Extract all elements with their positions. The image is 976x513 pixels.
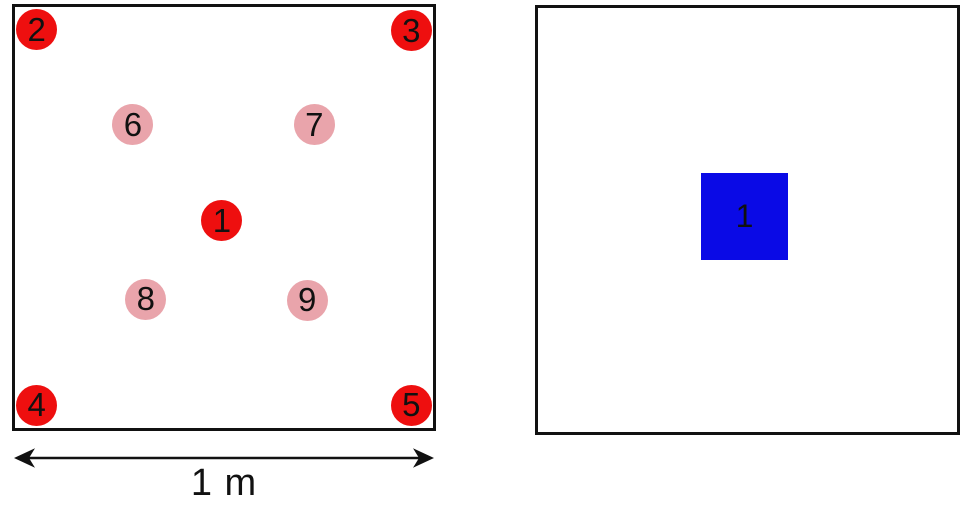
point-marker-7: 7	[293, 104, 335, 146]
right-square-boundary: 1	[535, 5, 960, 435]
point-marker-2: 2	[16, 9, 58, 51]
point-marker-3: 3	[390, 10, 432, 52]
point-marker-8: 8	[125, 278, 167, 320]
scale-label: 1 m	[190, 462, 258, 504]
scale-double-arrow-icon	[14, 448, 434, 468]
point-marker-6: 6	[112, 104, 154, 146]
right-arrowhead-icon	[413, 448, 434, 468]
point-marker-9: 9	[286, 279, 328, 321]
blue-marker-label: 1	[735, 198, 754, 235]
point-marker-4: 4	[16, 384, 58, 426]
point-marker-5: 5	[390, 384, 432, 426]
blue-square-marker: 1	[701, 173, 788, 260]
left-arrowhead-icon	[14, 448, 35, 468]
left-square-boundary: 1 2 3 4 5 6 7 8 9	[12, 4, 436, 431]
point-marker-1: 1	[201, 200, 243, 242]
